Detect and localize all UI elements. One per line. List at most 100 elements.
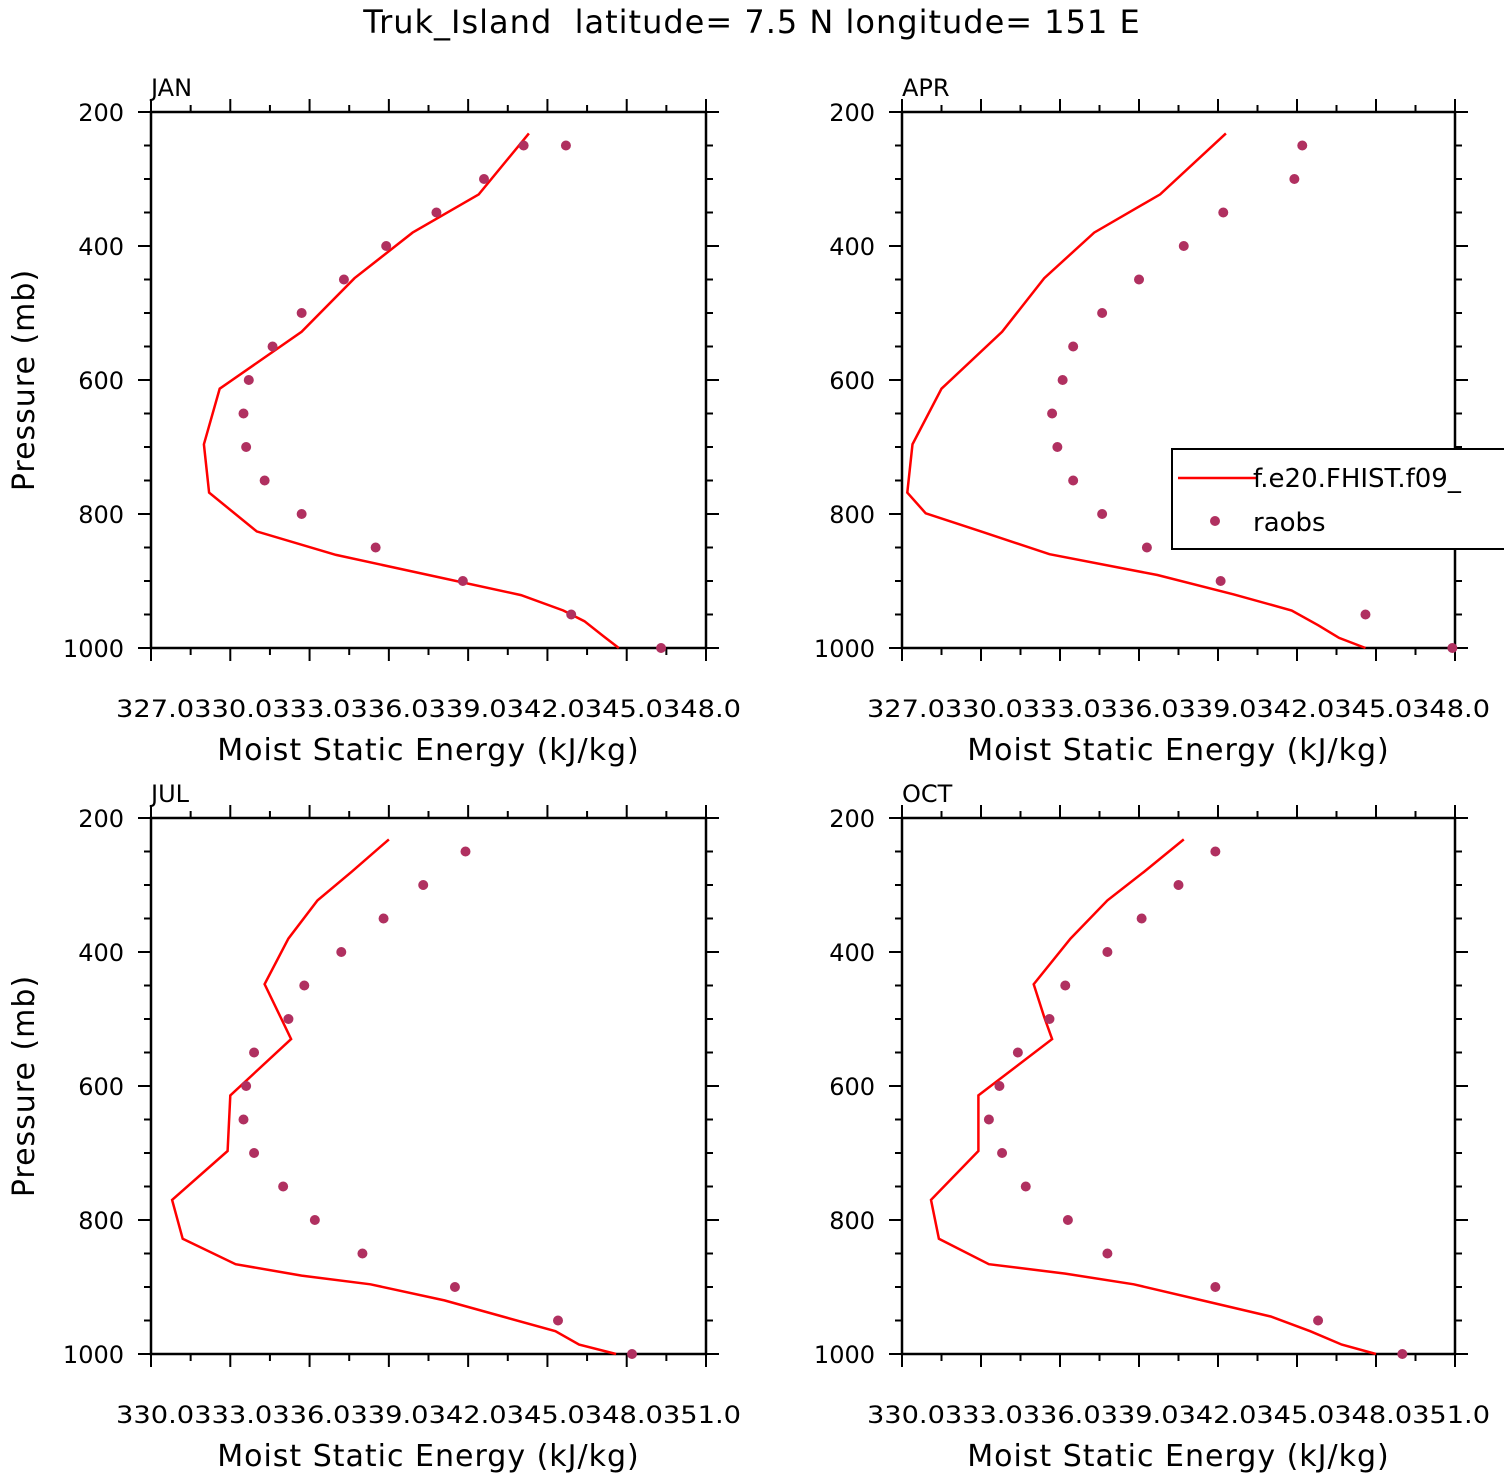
x-tick-labels: 327.0330.0333.0336.0339.0342.0345.0348.0 [867, 695, 1490, 723]
raobs-point [378, 913, 389, 924]
raobs-point [299, 980, 310, 991]
x-tick-labels: 327.0330.0333.0336.0339.0342.0345.0348.0 [116, 695, 741, 723]
raobs-point [1020, 1181, 1031, 1192]
raobs-point [1102, 947, 1113, 957]
plot-frame [900, 110, 1457, 650]
raobs-point [1062, 1215, 1073, 1225]
y-tick-label: 800 [829, 501, 875, 529]
raobs-point [267, 341, 278, 352]
raobs-point [518, 140, 529, 151]
y-tick-label: 600 [78, 367, 124, 395]
raobs-point [553, 1315, 563, 1326]
panel-oct: 200 400 600 800 1000 330.0333.0336.0339.0342.… [814, 780, 1490, 1474]
raobs-point [370, 542, 381, 553]
panel-label: JUL [149, 780, 190, 808]
y-tick-label: 200 [829, 805, 875, 833]
y-tick-label: 1000 [814, 1341, 875, 1369]
raobs-point [997, 1148, 1008, 1158]
panel-jan: 200 400 600 800 1000 327.0330.0333.0336.0339.… [7, 74, 741, 768]
model-line-series [170, 838, 617, 1356]
raobs-point [238, 408, 249, 419]
panel-label: JAN [149, 74, 192, 102]
raobs-point [249, 1148, 260, 1158]
plot-frame [900, 816, 1457, 1356]
x-axis-title: Moist Static Energy (kJ/kg) [967, 1439, 1390, 1474]
raobs-point [431, 207, 442, 218]
raobs-point [1210, 1282, 1221, 1292]
legend-box [1171, 448, 1504, 550]
raobs-point [479, 174, 489, 184]
raobs-point [1057, 375, 1068, 385]
raobs-point [560, 140, 571, 151]
panel-label: OCT [902, 780, 953, 808]
raobs-point [381, 241, 392, 251]
raobs-point [1068, 475, 1079, 486]
raobs-point [418, 880, 429, 890]
raobs-point [1210, 846, 1221, 857]
raobs-point [1313, 1315, 1324, 1326]
raobs-point [243, 375, 254, 385]
raobs-point [994, 1081, 1005, 1091]
raobs-point [1044, 1014, 1055, 1024]
y-tick-label: 400 [829, 939, 875, 967]
raobs-point [627, 1349, 637, 1359]
y-tick-label: 400 [78, 233, 124, 261]
y-tick-label: 600 [829, 1073, 875, 1101]
model-line-series [202, 132, 620, 649]
raobs-point [241, 442, 252, 452]
x-tick-labels: 330.0333.0336.0339.0342.0345.0348.0351.0 [116, 1401, 741, 1429]
raobs-point [241, 1081, 252, 1091]
y-axis-title: Pressure (mb) [7, 975, 42, 1197]
y-tick-label: 800 [829, 1207, 875, 1235]
raobs-point [1102, 1248, 1113, 1259]
y-tick-label: 1000 [63, 635, 124, 663]
raobs-point [1068, 341, 1079, 352]
y-tick-label: 200 [829, 99, 875, 127]
y-tick-label: 800 [78, 1207, 124, 1235]
raobs-point [1447, 643, 1458, 653]
x-axis-title: Moist Static Energy (kJ/kg) [217, 1439, 640, 1474]
raobs-point [460, 846, 471, 857]
raobs-point [1052, 442, 1063, 452]
x-tick-labels: 330.0333.0336.0339.0342.0345.0348.0351.0 [867, 1401, 1490, 1429]
y-tick-label: 200 [78, 99, 124, 127]
y-tick-label: 200 [78, 805, 124, 833]
y-tick-label: 600 [829, 367, 875, 395]
raobs-point [296, 509, 307, 519]
y-tick-label: 400 [829, 233, 875, 261]
raobs-point [357, 1248, 368, 1259]
model-line-series [905, 132, 1366, 650]
panel-jul: 200 400 600 800 1000 330.0333.0336.0339.0342.… [7, 780, 741, 1474]
raobs-point [278, 1181, 289, 1192]
raobs-point [656, 643, 667, 653]
raobs-point [238, 1114, 249, 1125]
figure-title: Truk_Island latitude= 7.5 N longitude= 1… [362, 3, 1141, 41]
raobs-point [338, 274, 349, 285]
y-tick-label: 1000 [63, 1341, 124, 1369]
raobs-point [1060, 980, 1071, 991]
legend-label-model: f.e20.FHIST.f09_ [1253, 464, 1462, 494]
raobs-point [1173, 880, 1184, 890]
raobs-point [983, 1114, 994, 1125]
model-line-series [929, 838, 1377, 1356]
raobs-point [1297, 140, 1308, 151]
raobs-point [1097, 308, 1108, 318]
raobs-point [1178, 241, 1189, 251]
raobs-point [1289, 174, 1300, 184]
y-tick-label: 400 [78, 939, 124, 967]
raobs-point [1218, 207, 1229, 218]
raobs-point [449, 1282, 460, 1292]
raobs-point [1136, 913, 1147, 924]
raobs-point [457, 576, 468, 586]
raobs-point [1215, 576, 1226, 586]
raobs-point [1397, 1349, 1408, 1359]
raobs-point [1097, 509, 1108, 519]
raobs-point [1360, 609, 1371, 620]
raobs-point [1134, 274, 1144, 285]
legend-marker-swatch [1210, 516, 1220, 526]
y-tick-label: 600 [78, 1073, 124, 1101]
raobs-point [566, 609, 577, 620]
raobs-point [1047, 408, 1058, 419]
raobs-point [296, 308, 307, 318]
